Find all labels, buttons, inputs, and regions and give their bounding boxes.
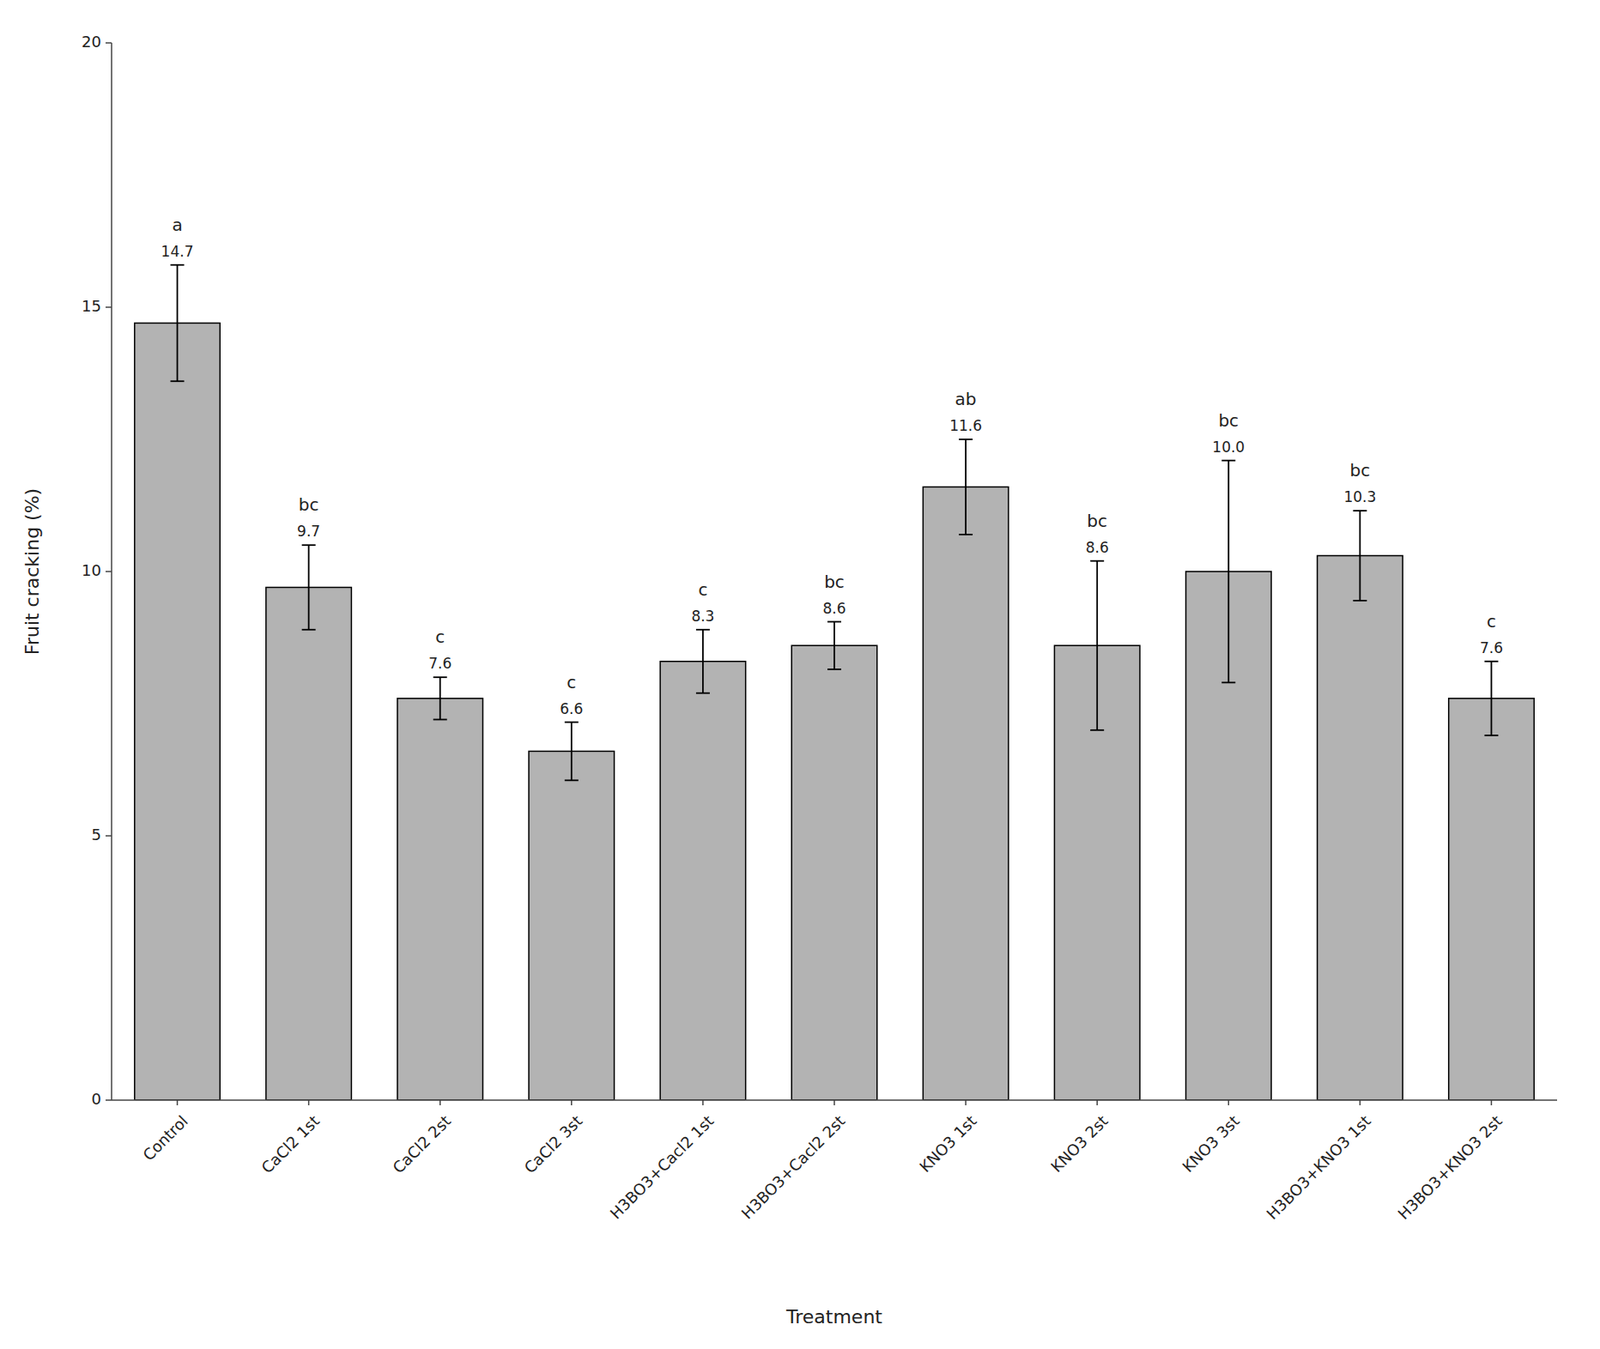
bar [922,486,1009,1101]
significance-letter: c [1486,611,1497,632]
y-tick-label: 5 [91,825,102,844]
value-label: 7.6 [428,654,452,673]
error-bar [1484,661,1498,736]
x-tick-label: Control [139,1112,192,1165]
y-tick-label: 15 [81,296,102,316]
y-axis: 0 5 10 15 20 [81,32,112,1109]
error-bar [302,545,316,631]
value-label: 10.3 [1343,488,1376,506]
error-bar [827,622,842,670]
chart: 0 5 10 15 20 14.7 a 9.7 bc 7.6 c 6.6 c 8.3 c 8.6 bc 11.6 a… [0,0,1600,1349]
significance-letter: bc [1218,410,1239,431]
y-tick [105,570,112,573]
error-bar [564,722,579,782]
x-tick-label: KNO3 3st [1178,1112,1243,1177]
value-label: 8.6 [1085,539,1110,557]
x-tick [1096,1100,1098,1106]
bar [1448,698,1535,1101]
x-tick-label: KNO3 1st [915,1112,981,1177]
x-tick [1490,1100,1493,1106]
value-label: 11.6 [949,417,982,435]
y-axis-line [110,42,113,1101]
significance-letter: bc [298,494,320,516]
x-tick-label: CaCl2 1st [257,1112,323,1178]
x-tick [308,1100,310,1106]
y-axis-title: Fruit cracking (%) [21,488,43,655]
y-tick [105,835,112,837]
bar [528,751,615,1101]
x-axis-title: Treatment [785,1306,883,1328]
significance-letter: bc [824,571,845,593]
bar [134,322,221,1101]
bar [397,698,484,1101]
error-bar [170,265,185,382]
error-bar [1352,510,1367,601]
significance-letter: ab [955,388,977,410]
significance-letter: a [171,214,182,236]
significance-letter: c [435,626,445,648]
error-bar [696,630,710,694]
x-tick [570,1100,573,1106]
bar [1317,556,1404,1101]
y-tick [105,306,112,309]
value-label: 8.3 [690,607,715,625]
x-tick-label: H3BO3+Cacl2 1st [606,1112,717,1224]
value-label: 10.0 [1212,438,1245,456]
x-tick [833,1100,836,1106]
value-label: 14.7 [161,242,194,261]
error-bar [1090,561,1104,731]
x-tick-label: H3BO3+KNO3 2st [1393,1112,1506,1225]
y-tick-label: 10 [81,561,102,580]
labels: 14.7 a 9.7 bc 7.6 c 6.6 c 8.3 c 8.6 bc 11.6 ab 8.6 bc 10… [161,214,1504,718]
error-bar [958,439,973,535]
x-tick [702,1100,704,1106]
y-tick-label: 20 [81,32,102,51]
x-tick [1359,1100,1362,1106]
x-tick [439,1100,442,1106]
significance-letter: bc [1350,460,1371,481]
chart-container: 0 5 10 15 20 14.7 a 9.7 bc 7.6 c 6.6 c 8.3 c 8.6 bc 11.6 a… [0,0,1600,1349]
x-tick [1228,1100,1231,1106]
y-tick [105,1099,112,1102]
x-tick [964,1100,967,1106]
bar [791,645,878,1101]
bar [660,661,746,1101]
x-tick-label: H3BO3+Cacl2 2st [738,1112,849,1224]
bar [266,587,352,1101]
value-label: 6.6 [559,700,583,718]
error-bar [433,677,448,720]
plot-area [134,265,1534,1101]
y-tick [105,42,112,44]
value-label: 7.6 [1479,639,1504,657]
significance-letter: c [697,579,708,600]
x-tick-label: CaCl2 2st [388,1112,455,1178]
value-label: 9.7 [296,522,321,540]
value-label: 8.6 [822,600,846,618]
error-bar [1221,460,1236,684]
x-tick-label: H3BO3+KNO3 1st [1262,1112,1375,1225]
significance-letter: c [566,672,576,693]
x-tick-label: CaCl2 3st [520,1112,586,1178]
x-tick-label: KNO3 2st [1047,1112,1112,1177]
significance-letter: bc [1086,510,1108,532]
y-tick-label: 0 [91,1090,102,1109]
x-axis: Control CaCl2 1st CaCl2 2st CaCl2 3st H3BO3+… [111,1100,1558,1224]
x-tick [176,1100,179,1106]
